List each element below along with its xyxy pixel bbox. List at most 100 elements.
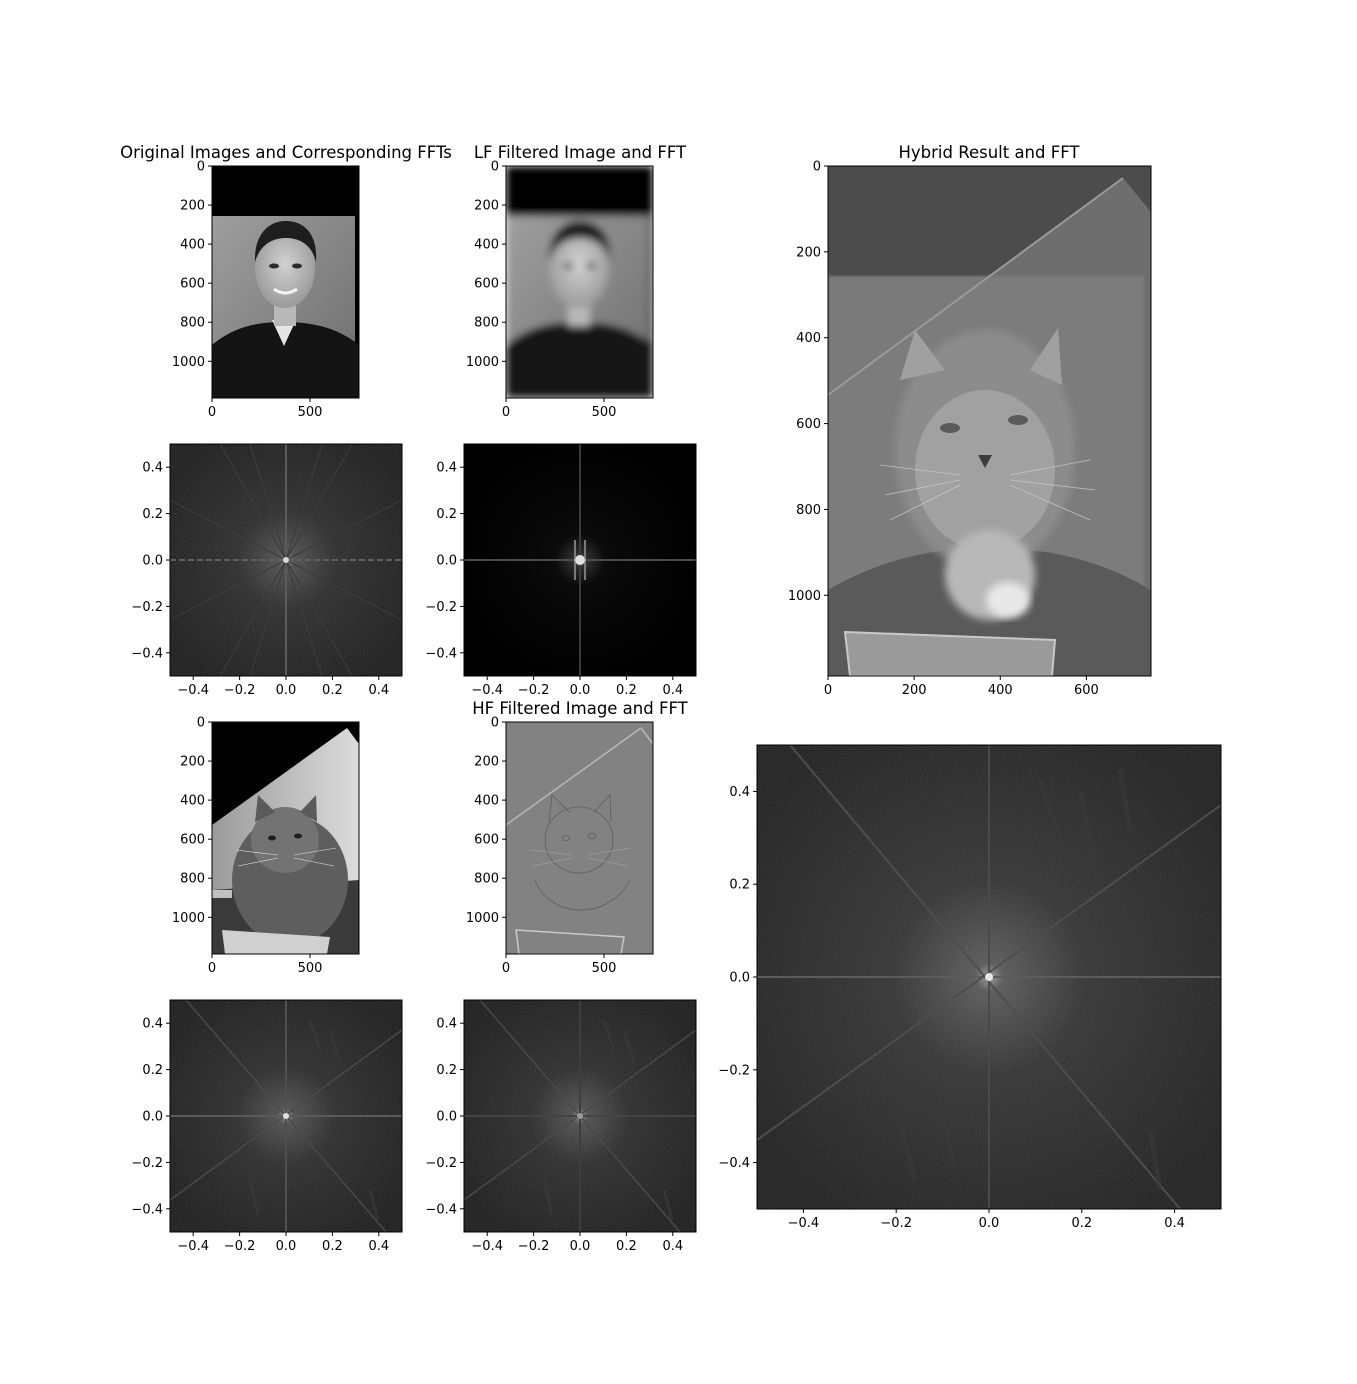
title-hf: HF Filtered Image and FFT xyxy=(472,699,688,718)
y-tick-label: 1000 xyxy=(788,589,821,604)
x-tick-label: 0.2 xyxy=(616,1239,637,1254)
x-tick-label: 500 xyxy=(592,961,617,976)
y-tick-label: 800 xyxy=(474,316,499,331)
image-original-cat xyxy=(212,722,359,954)
x-tick-label: −0.4 xyxy=(788,1216,820,1231)
y-tick-label: 400 xyxy=(180,794,205,809)
y-tick-label: −0.2 xyxy=(131,1156,163,1171)
image-lf-man xyxy=(506,166,653,398)
y-tick-label: 200 xyxy=(180,755,205,770)
y-tick-label: −0.4 xyxy=(131,1202,163,1217)
y-tick-label: 0 xyxy=(491,716,499,731)
y-tick-label: 1000 xyxy=(466,355,499,370)
x-tick-label: 0 xyxy=(502,961,510,976)
x-tick-label: 500 xyxy=(298,405,323,420)
x-tick-label: 0.2 xyxy=(322,1239,343,1254)
x-tick-label: 0.4 xyxy=(368,1239,389,1254)
x-tick-label: 0 xyxy=(208,405,216,420)
image-hf-cat xyxy=(506,722,653,954)
y-tick-label: 800 xyxy=(180,316,205,331)
y-tick-label: 200 xyxy=(474,755,499,770)
y-tick-label: 1000 xyxy=(172,355,205,370)
x-tick-label: −0.4 xyxy=(177,683,209,698)
x-tick-label: −0.4 xyxy=(471,683,503,698)
x-tick-label: −0.2 xyxy=(224,1239,256,1254)
y-tick-label: −0.4 xyxy=(425,646,457,661)
y-tick-label: 0.0 xyxy=(142,1110,163,1125)
x-tick-label: 0.4 xyxy=(662,1239,683,1254)
y-tick-label: 400 xyxy=(474,238,499,253)
image-original-man xyxy=(212,166,359,398)
y-tick-label: 600 xyxy=(180,833,205,848)
y-tick-label: 0.2 xyxy=(142,507,163,522)
image-hybrid xyxy=(828,166,1151,676)
y-tick-label: 0 xyxy=(197,716,205,731)
y-tick-label: 200 xyxy=(796,245,821,260)
x-tick-label: 0.4 xyxy=(1164,1216,1185,1231)
y-tick-label: 0.4 xyxy=(436,1017,457,1032)
x-tick-label: 0.2 xyxy=(616,683,637,698)
title-original: Original Images and Corresponding FFTs xyxy=(120,143,452,162)
x-tick-label: 400 xyxy=(988,683,1013,698)
y-tick-label: 400 xyxy=(180,238,205,253)
x-tick-label: −0.2 xyxy=(880,1216,912,1231)
x-tick-label: −0.4 xyxy=(471,1239,503,1254)
y-tick-label: −0.4 xyxy=(718,1156,750,1171)
y-tick-label: −0.4 xyxy=(425,1202,457,1217)
x-tick-label: 0.2 xyxy=(1071,1216,1092,1231)
y-tick-label: −0.2 xyxy=(425,1156,457,1171)
y-tick-label: −0.2 xyxy=(718,1063,750,1078)
fft-hybrid xyxy=(757,745,1221,1209)
fft-lf-man xyxy=(464,444,696,676)
y-tick-label: 0.4 xyxy=(436,461,457,476)
y-tick-label: 600 xyxy=(180,277,205,292)
fft-original-man xyxy=(170,444,402,676)
x-tick-label: 0 xyxy=(208,961,216,976)
x-tick-label: 500 xyxy=(298,961,323,976)
x-tick-label: 0 xyxy=(824,683,832,698)
frame-original-man xyxy=(211,165,360,399)
x-tick-label: 0.0 xyxy=(979,1216,1000,1231)
y-tick-label: −0.4 xyxy=(131,646,163,661)
y-tick-label: 0.2 xyxy=(436,507,457,522)
y-tick-label: 0.0 xyxy=(436,554,457,569)
y-tick-label: 0.2 xyxy=(729,878,750,893)
y-tick-label: 0.0 xyxy=(436,1110,457,1125)
frame-hf-cat xyxy=(505,721,654,955)
y-tick-label: 600 xyxy=(474,277,499,292)
y-tick-label: 0.2 xyxy=(436,1063,457,1078)
y-tick-label: 400 xyxy=(474,794,499,809)
y-tick-label: 0 xyxy=(813,160,821,175)
y-tick-label: 200 xyxy=(474,199,499,214)
y-tick-label: 1000 xyxy=(466,911,499,926)
y-tick-label: 600 xyxy=(474,833,499,848)
y-tick-label: −0.2 xyxy=(131,600,163,615)
x-tick-label: −0.2 xyxy=(518,683,550,698)
x-tick-label: −0.2 xyxy=(224,683,256,698)
y-tick-label: 0 xyxy=(491,160,499,175)
y-tick-label: 400 xyxy=(796,331,821,346)
y-tick-label: 0.2 xyxy=(142,1063,163,1078)
axes-layer: 0 500 0 200 400 600 800 1000 0 500 0 200 400 600 800 10… xyxy=(131,160,1185,1255)
y-tick-label: 600 xyxy=(796,417,821,432)
y-tick-label: 800 xyxy=(180,872,205,887)
x-tick-label: 600 xyxy=(1074,683,1099,698)
fft-original-cat xyxy=(170,1000,402,1232)
y-tick-label: −0.2 xyxy=(425,600,457,615)
x-tick-label: −0.2 xyxy=(518,1239,550,1254)
y-tick-label: 200 xyxy=(180,199,205,214)
x-tick-label: 0 xyxy=(502,405,510,420)
frame-lf-man xyxy=(505,165,654,399)
frame-original-cat xyxy=(211,721,360,955)
x-tick-label: 0.2 xyxy=(322,683,343,698)
y-tick-label: 0.4 xyxy=(729,785,750,800)
y-tick-label: 800 xyxy=(474,872,499,887)
x-tick-label: 0.0 xyxy=(276,1239,297,1254)
x-tick-label: 0.4 xyxy=(662,683,683,698)
x-tick-label: 0.0 xyxy=(570,1239,591,1254)
x-tick-label: −0.4 xyxy=(177,1239,209,1254)
fft-hf-cat xyxy=(464,1000,696,1232)
x-tick-label: 500 xyxy=(592,405,617,420)
x-tick-label: 200 xyxy=(902,683,927,698)
